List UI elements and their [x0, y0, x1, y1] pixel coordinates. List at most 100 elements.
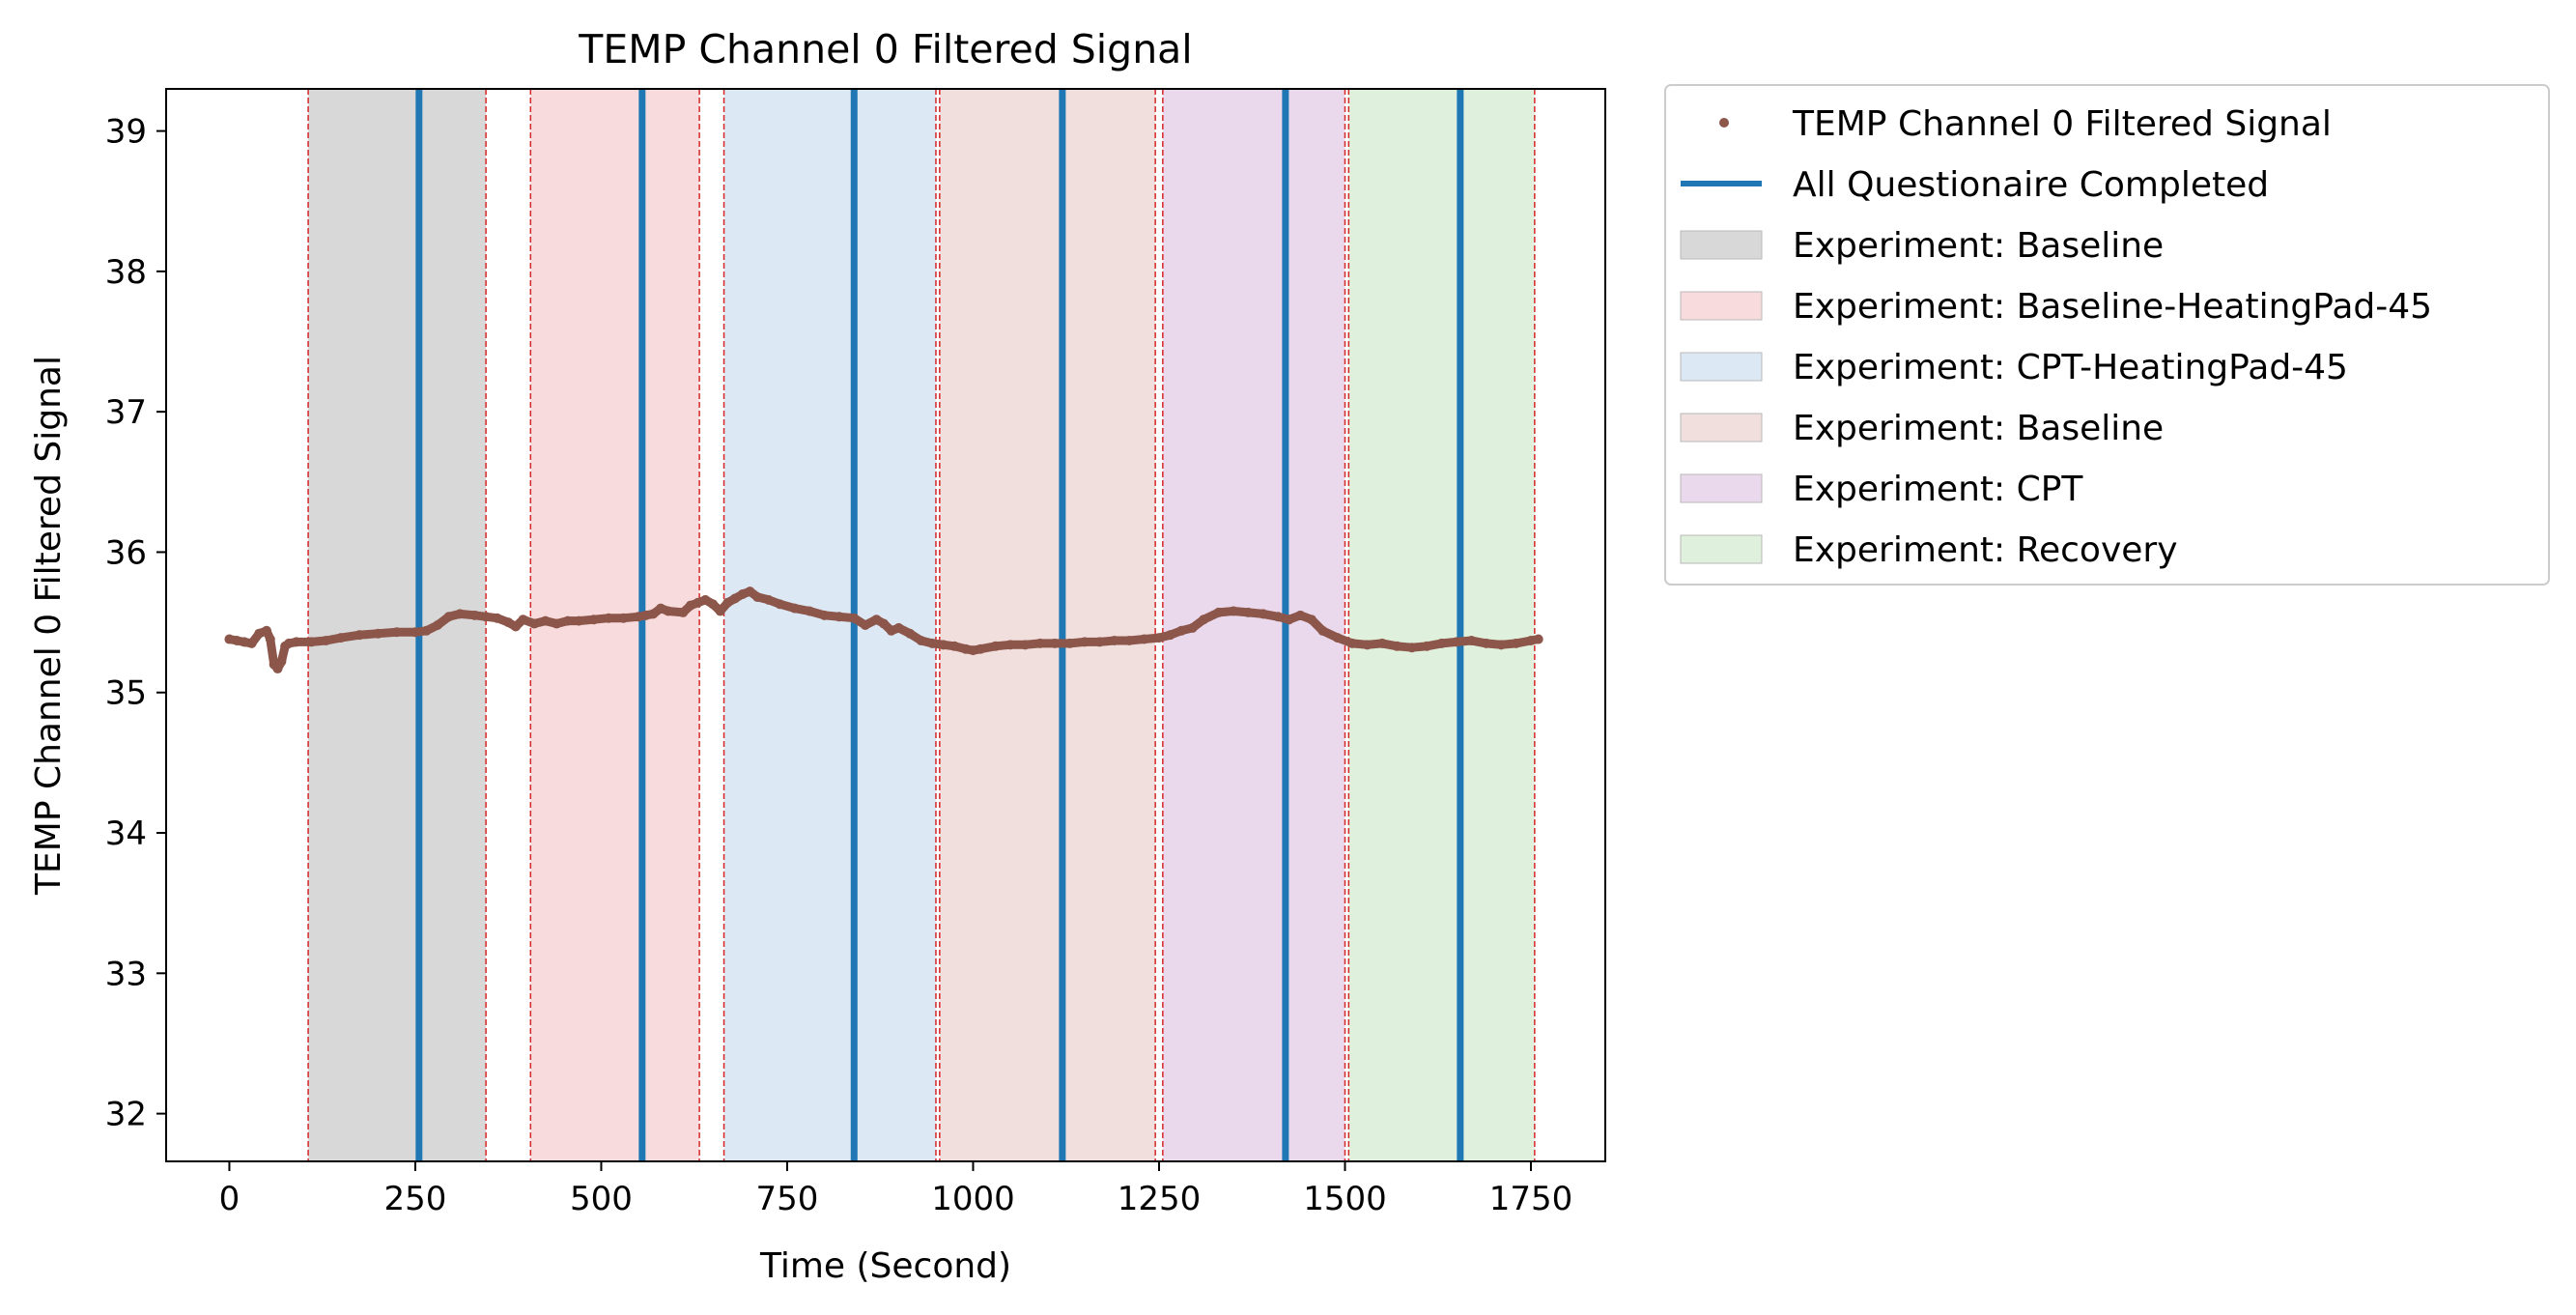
signal-point	[834, 612, 844, 622]
signal-point	[1213, 607, 1224, 617]
signal-point	[1466, 635, 1477, 645]
shaded-regions	[308, 89, 1535, 1161]
signal-point	[775, 599, 785, 610]
signal-point	[373, 628, 383, 639]
signal-point	[1317, 625, 1328, 636]
region-0	[308, 89, 487, 1161]
y-tick-label: 36	[105, 533, 147, 572]
signal-point	[1124, 635, 1135, 645]
y-tick-label: 38	[105, 253, 147, 292]
legend-marker-patch	[1680, 230, 1763, 260]
signal-point	[927, 638, 938, 648]
signal-point	[1362, 640, 1373, 650]
signal-point	[1525, 635, 1536, 645]
signal-point	[469, 610, 480, 620]
signal-point	[819, 610, 830, 620]
signal-point	[433, 620, 443, 630]
signal-point	[1176, 625, 1187, 636]
legend-label: Experiment: Baseline	[1793, 226, 2164, 266]
signal-point	[254, 628, 265, 639]
y-tick-label: 39	[105, 113, 147, 152]
signal-point	[663, 606, 673, 616]
signal-point	[1020, 640, 1031, 650]
signal-point	[1034, 638, 1045, 648]
legend-marker-patch	[1680, 352, 1763, 382]
signal-point	[715, 606, 725, 616]
signal-point	[618, 613, 629, 623]
signal-point	[1050, 638, 1061, 648]
signal-point	[805, 606, 815, 616]
signal-point	[1165, 630, 1175, 641]
signal-point	[685, 600, 695, 611]
signal-point	[871, 615, 882, 625]
legend-marker-patch	[1680, 534, 1763, 564]
region-3	[939, 89, 1156, 1161]
signal-point	[443, 612, 454, 622]
signal-point	[700, 594, 711, 605]
legend-label: All Questionaire Completed	[1793, 165, 2269, 205]
signal-point	[745, 586, 755, 597]
signal-point	[1243, 607, 1254, 617]
signal-point	[510, 621, 521, 632]
signal-point	[492, 613, 502, 623]
signal-point	[1451, 637, 1461, 647]
y-tick-label: 34	[105, 815, 147, 853]
signal-point	[1284, 615, 1294, 625]
signal-point	[1295, 610, 1306, 620]
legend-label: TEMP Channel 0 Filtered Signal	[1792, 104, 2332, 144]
region-5	[1348, 89, 1535, 1161]
signal-point	[518, 615, 528, 625]
signal-point	[722, 597, 733, 608]
signal-point	[503, 617, 514, 628]
signal-point	[938, 640, 948, 650]
signal-point	[960, 643, 971, 654]
signal-point	[1153, 633, 1164, 643]
signal-point	[905, 628, 916, 639]
y-axis-title: TEMP Channel 0 Filtered Signal	[29, 356, 69, 896]
signal-point	[656, 603, 666, 614]
signal-point	[1511, 638, 1521, 648]
signal-point	[246, 638, 257, 648]
signal-point	[354, 630, 365, 641]
signal-point	[1094, 637, 1105, 647]
signal-point	[849, 613, 860, 623]
signal-point	[1139, 634, 1149, 644]
x-tick-label: 1000	[931, 1180, 1015, 1218]
signal-point	[730, 593, 741, 604]
signal-point	[540, 615, 551, 626]
signal-point	[306, 637, 317, 647]
signal-point	[860, 620, 870, 630]
y-tick-label: 33	[105, 955, 147, 993]
signal-point	[879, 618, 890, 629]
signal-point	[949, 641, 960, 651]
x-tick-label: 1500	[1303, 1180, 1387, 1218]
signal-point	[588, 615, 599, 625]
signal-point	[707, 599, 718, 610]
signal-point	[678, 607, 689, 617]
signal-point	[1005, 640, 1015, 650]
signal-point	[265, 634, 275, 644]
signal-point	[224, 634, 235, 644]
signal-point	[1533, 634, 1543, 644]
signal-point	[421, 625, 432, 636]
signal-point	[1258, 609, 1268, 619]
legend-marker-patch	[1680, 473, 1763, 503]
signal-point	[1273, 612, 1284, 622]
legend-label: Experiment: Baseline	[1793, 409, 2164, 448]
signal-point	[763, 594, 774, 605]
questionnaire-lines	[415, 89, 1464, 1161]
signal-point	[1332, 633, 1343, 643]
legend-marker-dot	[1719, 118, 1729, 128]
signal-point	[1496, 640, 1507, 650]
signal-series	[224, 586, 1543, 674]
legend-label: Experiment: Recovery	[1793, 530, 2178, 570]
x-tick-label: 0	[219, 1180, 241, 1218]
region-boundary-lines	[307, 89, 1536, 1161]
signal-point	[529, 618, 540, 629]
signal-point	[261, 625, 271, 636]
signal-point	[239, 637, 249, 647]
legend-marker-patch	[1680, 291, 1763, 321]
signal-point	[410, 627, 420, 638]
signal-point	[232, 635, 242, 645]
